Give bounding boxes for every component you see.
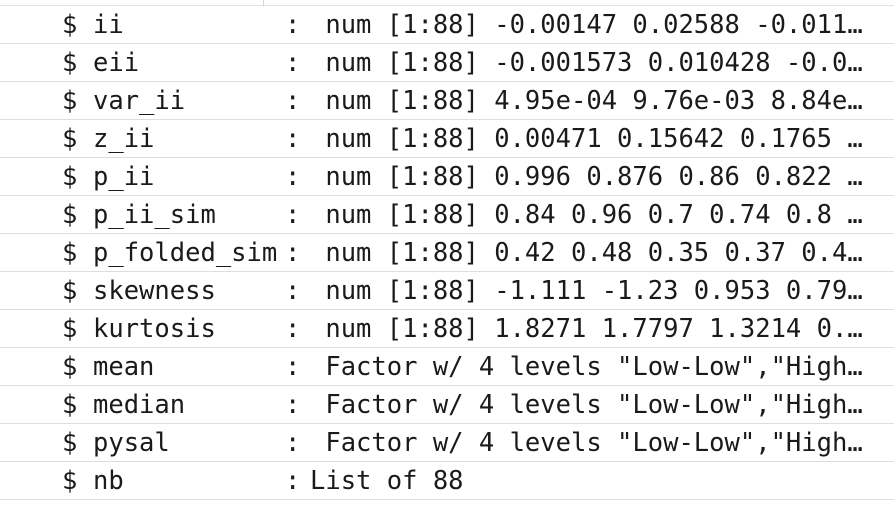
field-value: num [1:88] -1.111 -1.23 0.953 0.79… xyxy=(310,275,863,306)
field-value: num [1:88] 0.996 0.876 0.86 0.822 … xyxy=(310,161,863,192)
list-item-p-ii: $ p_ii : num [1:88] 0.996 0.876 0.86 0.8… xyxy=(0,158,894,196)
field-separator: : xyxy=(285,313,301,344)
field-separator: : xyxy=(285,85,301,116)
field-value: num [1:88] -0.00147 0.02588 -0.011… xyxy=(310,9,863,40)
field-separator: : xyxy=(285,389,301,420)
dollar-sign: $ xyxy=(62,9,78,40)
top-edge xyxy=(0,0,894,6)
field-separator: : xyxy=(285,427,301,458)
field-separator: : xyxy=(285,351,301,382)
field-name: z_ii xyxy=(93,123,155,154)
field-name: skewness xyxy=(93,275,216,306)
column-divider xyxy=(263,0,264,6)
field-name: ii xyxy=(93,9,124,40)
dollar-sign: $ xyxy=(62,47,78,78)
field-name: p_ii_sim xyxy=(93,199,216,230)
field-separator: : xyxy=(285,465,301,496)
list-item-p-ii-sim: $ p_ii_sim : num [1:88] 0.84 0.96 0.7 0.… xyxy=(0,196,894,234)
list-item-var-ii: $ var_ii : num [1:88] 4.95e-04 9.76e-03 … xyxy=(0,82,894,120)
field-separator: : xyxy=(285,123,301,154)
field-separator: : xyxy=(285,9,301,40)
field-value: num [1:88] 0.42 0.48 0.35 0.37 0.4… xyxy=(310,237,863,268)
field-value: num [1:88] 4.95e-04 9.76e-03 8.84e… xyxy=(310,85,863,116)
field-name: pysal xyxy=(93,427,170,458)
dollar-sign: $ xyxy=(62,161,78,192)
dollar-sign: $ xyxy=(62,123,78,154)
list-item-p-folded-sim: $ p_folded_sim : num [1:88] 0.42 0.48 0.… xyxy=(0,234,894,272)
list-item-eii: $ eii : num [1:88] -0.001573 0.010428 -0… xyxy=(0,44,894,82)
list-item-median: $ median : Factor w/ 4 levels "Low-Low",… xyxy=(0,386,894,424)
field-separator: : xyxy=(285,47,301,78)
dollar-sign: $ xyxy=(62,237,78,268)
field-value: num [1:88] -0.001573 0.010428 -0.0… xyxy=(310,47,863,78)
field-separator: : xyxy=(285,237,301,268)
dollar-sign: $ xyxy=(62,427,78,458)
dollar-sign: $ xyxy=(62,465,78,496)
dollar-sign: $ xyxy=(62,313,78,344)
field-name: eii xyxy=(93,47,140,78)
field-value: num [1:88] 1.8271 1.7797 1.3214 0.… xyxy=(310,313,863,344)
dollar-sign: $ xyxy=(62,351,78,382)
field-value: List of 88 xyxy=(310,465,464,496)
field-name: kurtosis xyxy=(93,313,216,344)
list-item-pysal: $ pysal : Factor w/ 4 levels "Low-Low","… xyxy=(0,424,894,462)
list-item-mean: $ mean : Factor w/ 4 levels "Low-Low","H… xyxy=(0,348,894,386)
field-separator: : xyxy=(285,275,301,306)
list-item-z-ii: $ z_ii : num [1:88] 0.00471 0.15642 0.17… xyxy=(0,120,894,158)
field-value: Factor w/ 4 levels "Low-Low","High… xyxy=(310,427,863,458)
field-name: median xyxy=(93,389,186,420)
field-value: num [1:88] 0.84 0.96 0.7 0.74 0.8 … xyxy=(310,199,863,230)
field-value: Factor w/ 4 levels "Low-Low","High… xyxy=(310,351,863,382)
structure-list: $ ii : num [1:88] -0.00147 0.02588 -0.01… xyxy=(0,6,894,500)
list-item-kurtosis: $ kurtosis : num [1:88] 1.8271 1.7797 1.… xyxy=(0,310,894,348)
dollar-sign: $ xyxy=(62,85,78,116)
field-name: p_ii xyxy=(93,161,155,192)
field-value: num [1:88] 0.00471 0.15642 0.1765 … xyxy=(310,123,863,154)
dollar-sign: $ xyxy=(62,199,78,230)
field-name: p_folded_sim xyxy=(93,237,278,268)
dollar-sign: $ xyxy=(62,389,78,420)
field-separator: : xyxy=(285,199,301,230)
field-value: Factor w/ 4 levels "Low-Low","High… xyxy=(310,389,863,420)
list-item-skewness: $ skewness : num [1:88] -1.111 -1.23 0.9… xyxy=(0,272,894,310)
field-name: mean xyxy=(93,351,155,382)
field-separator: : xyxy=(285,161,301,192)
list-item-nb: $ nb : List of 88 xyxy=(0,462,894,500)
field-name: nb xyxy=(93,465,124,496)
list-item-ii: $ ii : num [1:88] -0.00147 0.02588 -0.01… xyxy=(0,6,894,44)
dollar-sign: $ xyxy=(62,275,78,306)
field-name: var_ii xyxy=(93,85,186,116)
